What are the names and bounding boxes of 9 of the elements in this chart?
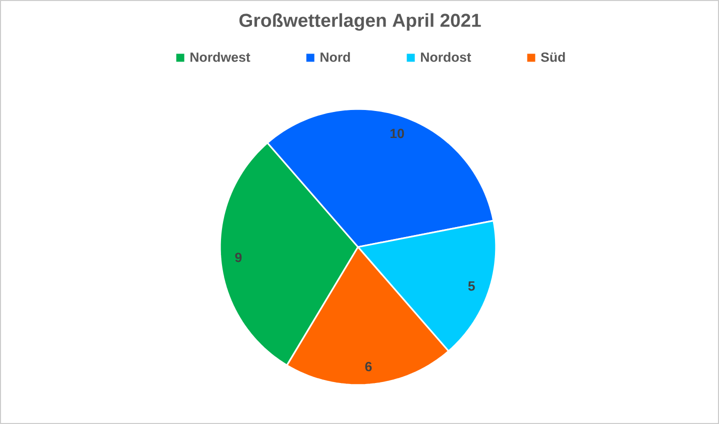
legend-label: Süd [540,52,565,62]
data-label: 9 [235,252,242,262]
chart-title: Großwetterlagen April 2021 [239,13,481,31]
legend-label: Nordost [421,52,472,62]
legend-label: Nord [320,52,350,62]
legend-label: Nordwest [190,52,250,62]
data-label: 6 [365,362,372,372]
data-label: 5 [468,281,475,291]
data-label: 10 [390,128,404,138]
